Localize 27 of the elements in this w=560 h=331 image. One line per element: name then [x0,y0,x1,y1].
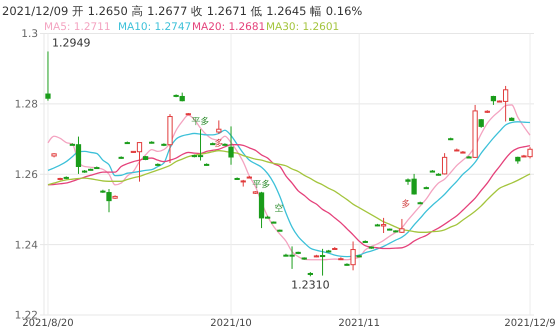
text: MA10: 1.2747 [118,21,192,33]
x-tick-label: 2021/12/9 [504,318,556,329]
candlestick [350,240,356,271]
candlestick [380,217,386,234]
y-tick-label: 1.26 [14,168,38,181]
text: MA5: 1.2711 [44,21,111,33]
x-tick-label: 2021/10 [210,318,252,329]
candlestick [216,120,222,134]
candlestick [442,152,448,176]
text: MA20: 1.2681 [192,21,266,33]
annotation: 平多 [192,116,210,128]
y-tick-label: 1.24 [14,239,38,252]
annotation: 多 [214,138,224,149]
y-tick-label: 1.3 [21,28,38,40]
x-tick-label: 2021/11 [338,318,380,329]
annotation: 空 [274,202,284,214]
annotation: 1.2310 [291,278,330,292]
annotation: 多 [402,198,411,210]
annotation: 平多 [252,178,271,190]
candlestick [228,126,234,166]
candlestick [45,50,51,102]
text: MA30: 1.2601 [266,21,340,33]
candlestick [320,248,326,276]
y-tick-label: 1.28 [14,98,38,111]
annotation: 1.2949 [52,36,90,50]
candlestick [399,218,405,234]
chart-title: 2021/12/09 开 1.2650 高 1.2677 收 1.2671 低 1.2645 幅 0.16% [2,4,362,18]
